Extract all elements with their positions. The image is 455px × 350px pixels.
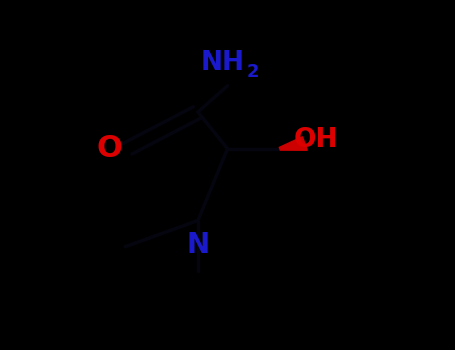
Text: 2: 2 <box>246 63 259 81</box>
Text: OH: OH <box>294 127 339 153</box>
Text: NH: NH <box>201 50 245 76</box>
Text: N: N <box>187 231 209 259</box>
Polygon shape <box>279 137 307 150</box>
Text: O: O <box>96 134 122 163</box>
